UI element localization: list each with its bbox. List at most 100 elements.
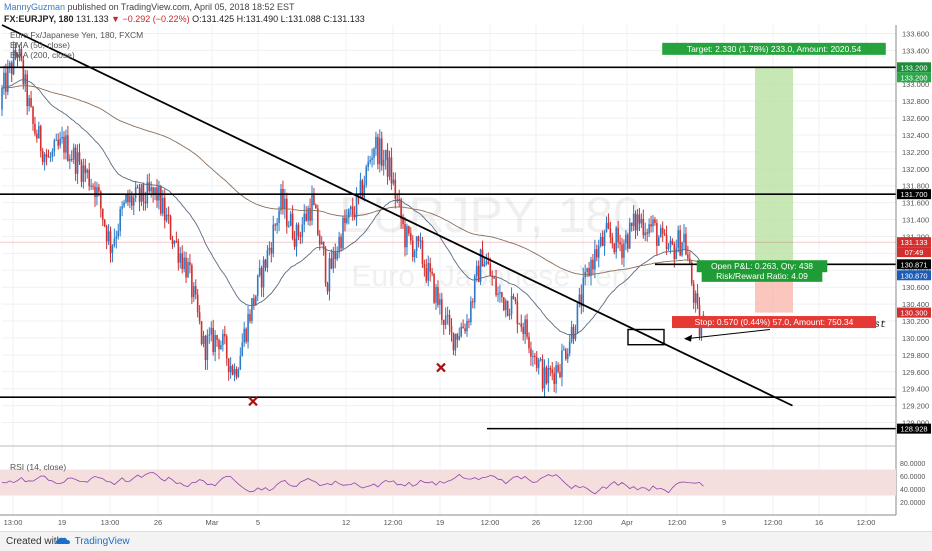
candle-body	[282, 188, 284, 209]
candle-body	[675, 248, 678, 260]
x-marker-icon	[248, 396, 258, 407]
candle-body	[559, 371, 561, 378]
candle-body	[619, 242, 621, 245]
candle-body	[621, 244, 623, 258]
candle-body	[227, 358, 230, 373]
tradingview-logo[interactable]: TradingView	[56, 536, 130, 547]
open-pl-label-text: Open P&L: 0.263, Qty: 438	[711, 261, 813, 271]
candle-body	[656, 222, 658, 246]
annotation-arrow	[685, 329, 771, 340]
candle-body	[373, 148, 375, 159]
price-tick: 130.200	[902, 317, 929, 326]
price-axis: 133.600133.400133.200133.000132.800132.6…	[895, 25, 929, 515]
price-badge-text: 131.700	[900, 190, 927, 199]
time-tick: 26	[154, 518, 162, 527]
symbol-label[interactable]: FX:EURJPY, 180	[4, 14, 74, 24]
candle-body	[586, 268, 588, 272]
price-tick: 132.600	[902, 114, 929, 123]
candle-body	[528, 336, 530, 349]
candle-body	[379, 138, 381, 165]
candle-body	[435, 287, 437, 303]
candle-body	[28, 98, 30, 107]
legend-ema50[interactable]: EMA (50, close)	[10, 40, 70, 50]
rsi-tick: 40.0000	[900, 487, 925, 494]
candle-body	[10, 62, 13, 75]
candle-body	[402, 218, 404, 224]
candles	[1, 41, 705, 398]
candle-body	[617, 227, 619, 243]
candle-body	[599, 237, 602, 246]
candle-body	[468, 321, 470, 323]
risk-reward-label-bg	[701, 269, 823, 282]
candle-body	[38, 126, 40, 139]
candle-body	[210, 327, 213, 335]
candle-body	[630, 222, 633, 226]
candle-body	[84, 165, 87, 173]
target-zone	[755, 67, 793, 265]
candle-body	[462, 326, 464, 329]
legend-ema200[interactable]: EMA (200, close)	[10, 50, 75, 60]
candle-body	[470, 301, 472, 323]
author-link[interactable]: MannyGuzman	[4, 2, 66, 12]
target-label-text: Target: 2.330 (1.78%) 233.0, Amount: 202…	[687, 44, 862, 54]
candle-body	[26, 74, 28, 107]
rsi-tick: 60.0000	[900, 474, 925, 481]
time-tick: 26	[532, 518, 540, 527]
candle-body	[516, 301, 519, 325]
time-tick: 19	[58, 518, 66, 527]
rsi-band	[0, 469, 896, 496]
candle-body	[446, 315, 449, 317]
candle-body	[150, 187, 152, 192]
risk-reward-label-text: Risk/Reward Ratio: 4.09	[716, 271, 808, 281]
candle-body	[70, 158, 73, 160]
candle-body	[425, 268, 428, 281]
candle-body	[218, 340, 220, 350]
candle-body	[654, 219, 656, 223]
candle-body	[131, 195, 133, 206]
candle-body	[466, 321, 468, 332]
candle-body	[592, 259, 594, 270]
candle-body	[171, 239, 174, 245]
candle-body	[3, 72, 5, 89]
price-tick: 131.200	[902, 232, 929, 241]
rsi-legend[interactable]: RSI (14, close)	[10, 462, 67, 472]
price-tick: 129.200	[902, 402, 929, 411]
candle-body	[266, 250, 269, 268]
candle-body	[127, 194, 129, 203]
candle-body	[152, 187, 154, 194]
time-tick: 19	[436, 518, 444, 527]
candle-body	[460, 326, 462, 337]
price-badge	[897, 307, 931, 318]
price-badge-text: 133.200	[900, 63, 927, 72]
candle-body	[501, 292, 503, 298]
candle-body	[280, 188, 282, 211]
watermark-symbol: EURJPY, 180	[339, 187, 641, 243]
candle-body	[497, 293, 499, 296]
x-marker	[248, 396, 258, 407]
candle-body	[427, 263, 430, 281]
candle-body	[107, 231, 110, 242]
candle-body	[609, 228, 612, 238]
published-text: published on TradingView.com, April 05, …	[67, 2, 295, 12]
candle-body	[291, 213, 294, 239]
open-pl-label: Open P&L: 0.263, Qty: 438	[696, 260, 828, 273]
candle-body	[499, 292, 501, 294]
candle-body	[216, 335, 218, 341]
candle-body	[301, 224, 304, 237]
candle-body	[268, 247, 271, 251]
candle-body	[565, 349, 567, 359]
price-badge	[897, 270, 931, 281]
target-label-bg	[662, 42, 886, 55]
time-tick: Mar	[206, 518, 219, 527]
time-tick: 16	[815, 518, 823, 527]
time-tick: 12	[342, 518, 350, 527]
candle-body	[105, 225, 108, 242]
time-tick: 12:00	[384, 518, 403, 527]
candle-body	[43, 154, 46, 163]
candle-body	[80, 161, 83, 182]
price-badge	[897, 247, 931, 258]
candle-body	[189, 262, 191, 266]
candle-body	[249, 314, 251, 321]
ema-200-line	[1, 85, 704, 275]
